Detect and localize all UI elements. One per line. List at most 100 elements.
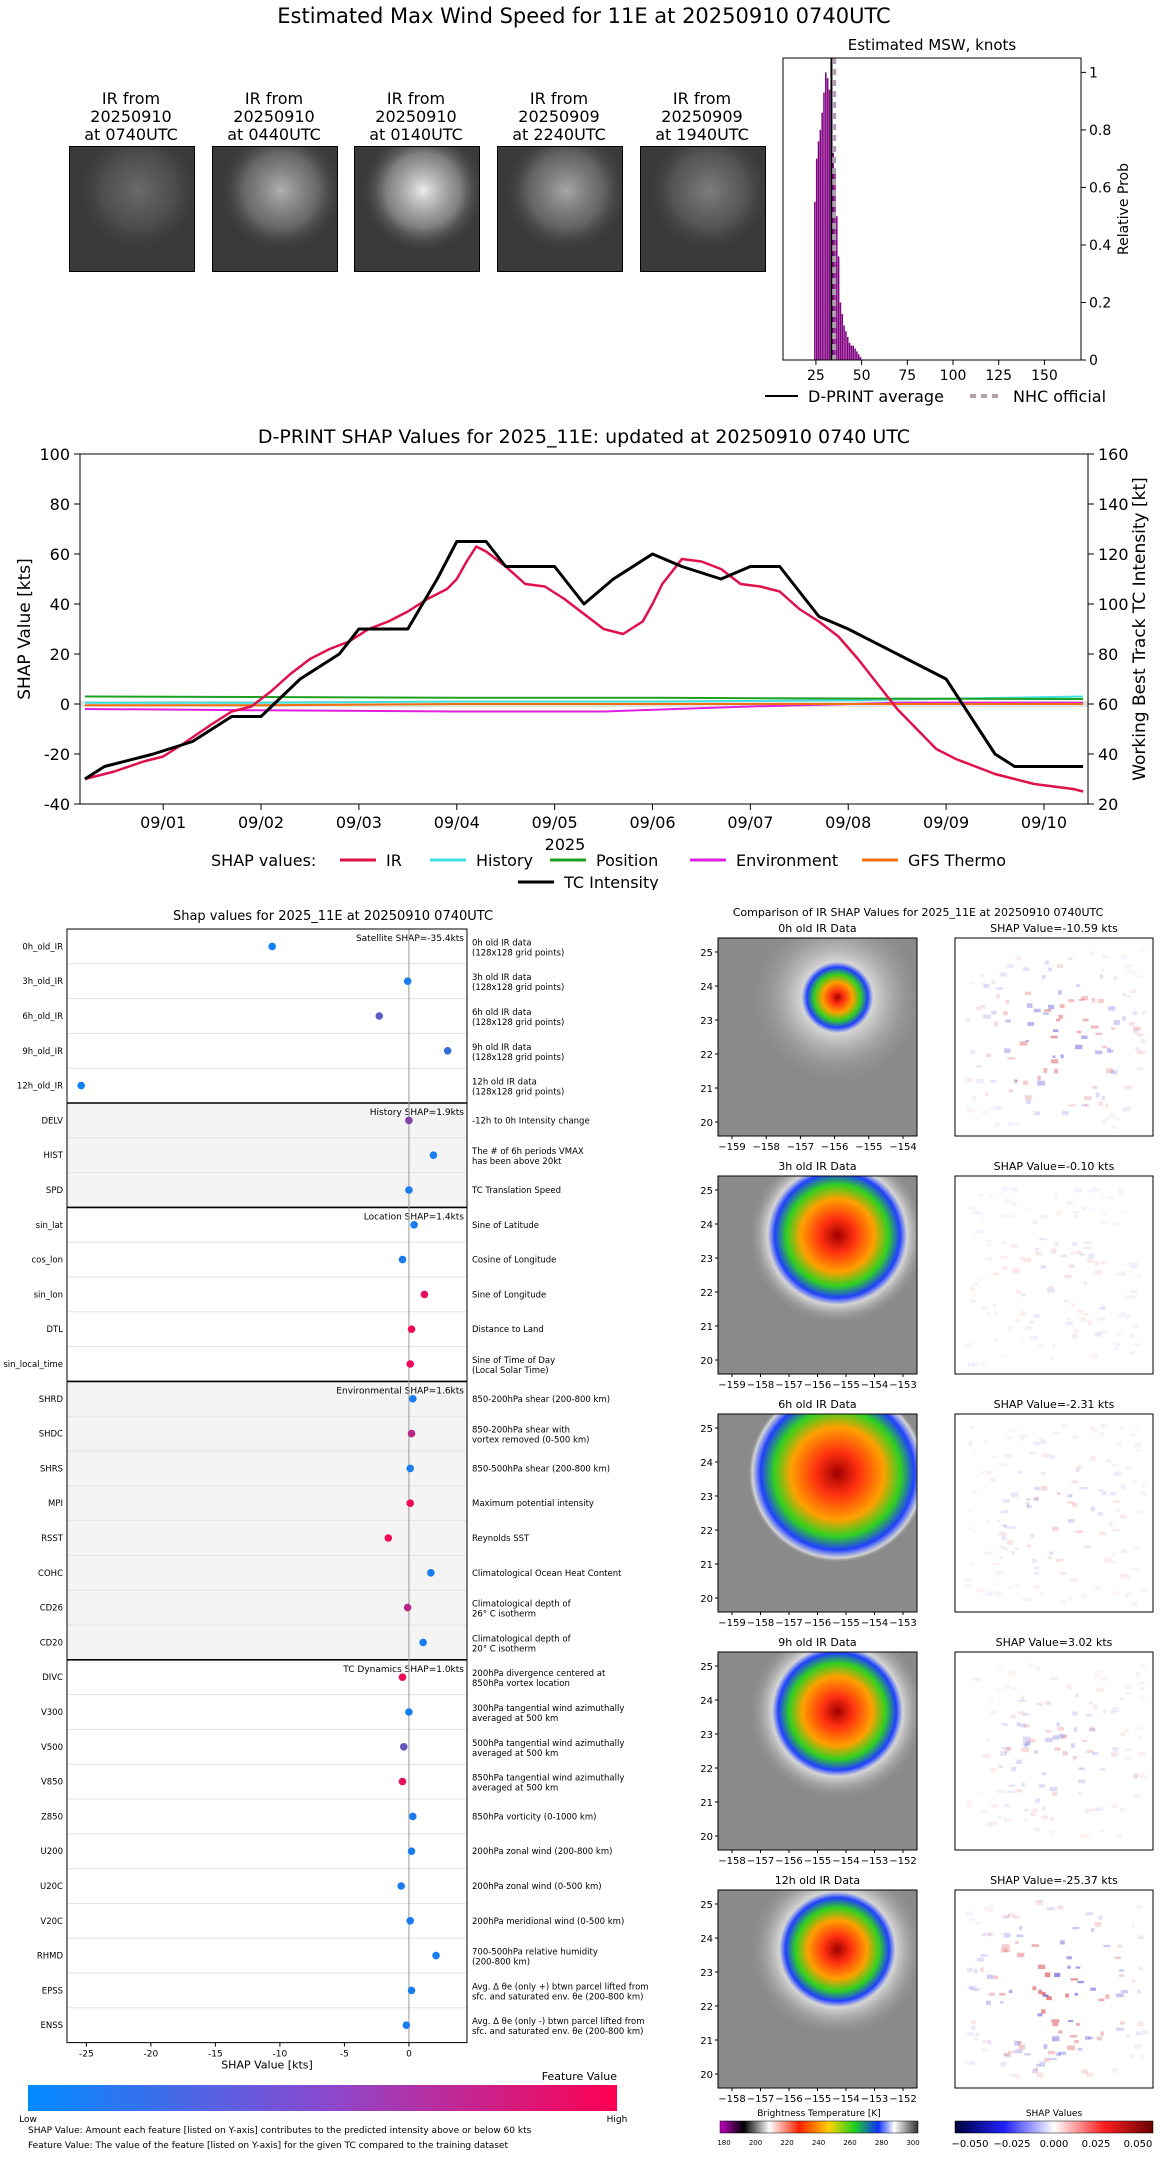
shap-map-cell	[1114, 1956, 1121, 1960]
shap-map-cell	[1004, 1949, 1011, 1953]
shap-map-cell	[975, 1677, 981, 1682]
shap-map-cell	[1008, 1526, 1017, 1529]
shap-map-cell	[1017, 1471, 1023, 1474]
shap-map-cell	[1028, 1662, 1035, 1667]
shap-map-cell	[1024, 991, 1032, 995]
shap-map-cell	[1067, 1596, 1072, 1601]
shap-map-cell	[1139, 1967, 1143, 1970]
feature-shap-dot	[406, 1464, 415, 1473]
histogram-x-tick-label: 25	[807, 368, 825, 384]
shap-map-cell	[1134, 1428, 1139, 1431]
shap-map-cell	[1100, 1424, 1109, 1429]
ir-x-tick-label: −157	[775, 1618, 802, 1629]
group-shap-label: History SHAP=1.9kts	[370, 1108, 465, 1118]
ir-y-tick-label: 25	[700, 1662, 713, 1673]
shap-map-cell	[1119, 1969, 1125, 1972]
shap-map-cell	[1112, 1552, 1116, 1557]
shap-map-cell	[991, 1010, 997, 1015]
legend-series-label: History	[476, 851, 533, 870]
shap-map-cell	[1090, 1808, 1097, 1812]
shap-map-cell	[986, 1239, 993, 1243]
shap-map-cell	[1039, 1238, 1047, 1241]
feature-description: 500hPa tangential wind azimuthally	[472, 1739, 624, 1749]
shap-map-cell	[1076, 1465, 1082, 1470]
shap-map-cell	[1062, 1110, 1069, 1116]
shap-map-cell	[972, 1363, 979, 1367]
ir-y-tick-label: 25	[700, 948, 713, 959]
shap-map-cell	[1133, 1794, 1141, 1799]
shap-map-cell	[986, 1257, 993, 1261]
shap-map-cell	[1102, 1709, 1107, 1714]
shap-map-cell	[1124, 1106, 1131, 1112]
ir-y-tick-label: 21	[700, 1560, 713, 1571]
shap-map-cell	[1046, 1996, 1052, 2001]
dot-chart-x-tick-label: -5	[340, 2050, 349, 2060]
histogram-x-tick-label: 150	[1031, 368, 1058, 384]
ir-y-tick-label: 24	[700, 1934, 713, 1945]
shap-map-cell	[1020, 1293, 1026, 1297]
shap-map-cell	[1136, 1033, 1143, 1037]
feature-shap-dot	[409, 1395, 417, 1403]
shap-map-cell	[1105, 1994, 1110, 2000]
histogram-bar	[845, 331, 847, 360]
shap-map-cell	[993, 1310, 998, 1315]
ir-x-tick-label: −154	[832, 1856, 859, 1867]
shap-map-cell	[972, 1210, 981, 1214]
shap-map-cell	[1015, 1788, 1023, 1793]
shap-map-cell	[980, 973, 985, 978]
shap-map-cell	[1071, 1210, 1080, 1214]
feature-name-label: V850	[41, 1778, 63, 1788]
shap-map-cell	[1100, 2031, 1105, 2036]
shap-map-cell	[1090, 1506, 1095, 1512]
feature-description: (128x128 grid points)	[472, 983, 564, 993]
shap-map-cell	[1034, 1827, 1041, 1832]
shap-map-cell	[1100, 1432, 1105, 1437]
shap-map-cell	[1130, 1567, 1139, 1571]
feature-description: averaged at 500 km	[472, 1784, 558, 1794]
shap-map-cell	[1098, 1307, 1107, 1311]
histogram-x-tick-label: 50	[853, 368, 871, 384]
ir-thumbnail-label-line: 20250910	[233, 107, 315, 126]
timeseries-title: D-PRINT SHAP Values for 2025_11E: update…	[258, 426, 910, 448]
ir-y-tick-label: 23	[700, 1254, 713, 1265]
ir-x-tick-label: −158	[747, 1618, 774, 1629]
shap-map-cell	[1067, 2045, 1075, 2051]
shap-map-cell	[1134, 1773, 1138, 1779]
ir-x-tick-label: −153	[861, 1856, 888, 1867]
shap-map-cell	[1125, 1592, 1132, 1596]
shap-map-cell	[1052, 1526, 1059, 1532]
shap-map-cell	[1077, 1980, 1084, 1984]
shap-map-cell	[1016, 1722, 1020, 1726]
shap-map-cell	[1045, 1729, 1051, 1733]
shap-colorbar-tick-label: 0.050	[1124, 2139, 1153, 2150]
shap-map-cell	[1134, 1546, 1142, 1550]
ir-x-tick-label: −153	[861, 2094, 888, 2105]
timeseries-y-tick-label: -20	[44, 745, 70, 764]
shap-map-cell	[1024, 1809, 1030, 1812]
shap-map-cell	[1080, 1594, 1087, 1599]
shap-map-cell	[1050, 1059, 1059, 1064]
histogram-x-tick-label: 100	[940, 368, 967, 384]
shap-map-cell	[974, 1987, 980, 1992]
shap-map-cell	[1024, 1819, 1029, 1822]
feature-description: The # of 6h periods VMAX	[471, 1147, 584, 1157]
shap-map-cell	[1017, 2041, 1022, 2045]
shap-map-cell	[1003, 1011, 1008, 1016]
shap-map-cell	[1074, 1213, 1078, 1219]
shap-map-cell	[1090, 1927, 1095, 1933]
shap-map-cell	[1040, 1591, 1045, 1597]
shap-map-cell	[1030, 1533, 1034, 1538]
shap-map-cell	[1008, 1784, 1016, 1787]
shap-map-cell	[1075, 1044, 1083, 1050]
shap-map-cell	[1099, 974, 1104, 979]
shap-map-cell	[1073, 1187, 1081, 1193]
bt-colorbar-tick-label: 260	[843, 2139, 856, 2147]
histogram-bar	[814, 201, 816, 360]
feature-shap-dot	[402, 2021, 411, 2029]
ir-thumbnail-label: IR from 20250909 at 2240UTC	[494, 90, 624, 144]
shap-map-cell	[986, 1739, 990, 1743]
shap-map-cell	[1053, 1195, 1057, 1200]
shap-map-cell	[1059, 1940, 1065, 1945]
shap-map-cell	[1123, 1729, 1129, 1733]
feature-description: (128x128 grid points)	[472, 1018, 564, 1028]
